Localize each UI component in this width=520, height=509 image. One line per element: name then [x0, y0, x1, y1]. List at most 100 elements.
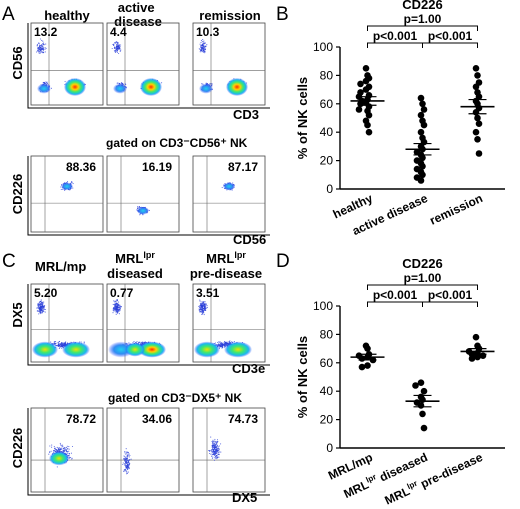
- c-top-percent-1: 0.77: [110, 286, 134, 300]
- chart-b-ytick-label-20: 20: [320, 154, 334, 168]
- chart-b-pvalue-0: p<0.001: [373, 29, 418, 43]
- panel-letter-a: A: [2, 4, 15, 25]
- chart-d-point-1-7: [419, 410, 426, 418]
- chart-b-point-0-17: [365, 111, 373, 119]
- c-top-percent-2: 3.51: [196, 286, 220, 300]
- chart-b-pvalue-2: p=1.00: [404, 12, 442, 26]
- a-col-label-active-l2: disease: [114, 14, 162, 29]
- a-top-nk-dots-1: [111, 41, 122, 55]
- chart-b-category-2: remission: [427, 191, 484, 228]
- chart-d-point-2-6: [479, 352, 487, 360]
- chart-d-point-0-5: [358, 355, 366, 362]
- c-bottom-percent-0: 78.72: [66, 412, 96, 426]
- chart-d-pvalue-1: p<0.001: [428, 288, 473, 302]
- chart-b-point-1-19: [419, 171, 426, 179]
- a-top-blob-low-0: [37, 83, 51, 94]
- a-top-blob-0: [64, 77, 86, 96]
- c-bottom-xlabel: DX5: [232, 490, 257, 505]
- c-bottom-plot-1-frame: [106, 407, 180, 493]
- chart-d-point-2-8: [468, 355, 476, 362]
- c-col-label-diseased-line2: diseased: [107, 266, 163, 281]
- a-bottom-ylabel: CD226: [10, 174, 25, 214]
- chart-b-point-1-1: [419, 100, 426, 108]
- c-bottom-blob-0: [49, 451, 69, 466]
- chart-d-point-1-2: [420, 387, 428, 395]
- chart-b-ytick-label-80: 80: [320, 68, 334, 82]
- a-bottom-plot-2-frame: [192, 155, 266, 233]
- chart-b-point-0-20: [365, 128, 373, 136]
- chart-d-ytick-label-100: 100: [313, 299, 333, 313]
- a-bottom-axis: [27, 156, 270, 236]
- c-top-flow-plots: 5.20 0.77 3.51: [30, 283, 266, 363]
- chart-b-ytick-label-40: 40: [320, 125, 334, 139]
- c-top-nk-dots-1: [112, 299, 122, 315]
- a-top-nk-dots-0: [35, 38, 47, 55]
- a-top-flow-plots: 13.2 4.4 10.3: [30, 22, 266, 106]
- a-top-percent-1: 4.4: [110, 25, 127, 39]
- c-top-percent-0: 5.20: [34, 286, 58, 300]
- a-bottom-blob-1: [137, 206, 149, 215]
- c-bottom-axis: [27, 408, 270, 496]
- chart-b-bracket-0: [367, 42, 423, 48]
- chart-b-point-2-0: [472, 65, 480, 72]
- chart-b: CD226 0 20 40 60 80 100 % of NK cells p<0.001 p<0…: [295, 0, 505, 238]
- chart-d-title: CD226: [402, 256, 442, 271]
- chart-d-point-0-8: [358, 363, 366, 371]
- chart-d-pvalue-0: p<0.001: [373, 288, 418, 302]
- c-col-label-predisease-line2: pre-disease: [190, 266, 262, 281]
- a-bottom-plot-0-frame: [30, 155, 104, 233]
- chart-b-point-1-2: [420, 106, 428, 113]
- chart-b-point-0-15: [355, 106, 363, 113]
- chart-b-point-1-21: [417, 177, 425, 184]
- chart-b-bracket-2: [367, 25, 478, 31]
- a-top-blob-low-2: [199, 83, 213, 94]
- c-bottom-dots-1: [122, 448, 132, 475]
- a-top-blob-2: [226, 77, 248, 96]
- chart-d-ylabel: % of NK cells: [295, 336, 310, 418]
- chart-b-point-2-9: [472, 109, 480, 116]
- a-top-plot-1-frame: [106, 22, 180, 106]
- a-bottom-percent-2: 87.17: [228, 160, 258, 174]
- chart-b-point-0-0: [362, 65, 370, 72]
- chart-b-point-1-0: [417, 94, 425, 102]
- chart-d-point-1-8: [420, 424, 428, 432]
- c-col-label-diseased: MRLlpr: [115, 250, 155, 266]
- a-col-label-healthy: healthy: [44, 8, 90, 23]
- chart-d-point-0-1: [364, 345, 371, 352]
- c-top-blob-b-1: [138, 341, 166, 358]
- a-top-axis: [27, 23, 270, 109]
- c-col-label-predisease-sup: lpr: [234, 250, 246, 260]
- chart-b-point-1-13: [419, 154, 426, 162]
- c-top-plot-1-frame: [106, 283, 180, 363]
- c-bottom-flow-plots: 78.72 34.06 74.73: [30, 407, 266, 493]
- chart-b-point-0-3: [362, 77, 370, 85]
- chart-d-point-1-6: [417, 402, 425, 409]
- chart-b-pvalue-1: p<0.001: [428, 29, 473, 43]
- chart-b-point-2-1: [474, 72, 481, 79]
- c-top-blob-a-0: [32, 341, 58, 358]
- a-bottom-xlabel: CD56: [233, 232, 266, 247]
- a-col-label-remission: remission: [199, 8, 260, 23]
- a-bottom-percent-0: 88.36: [66, 160, 96, 174]
- panel-letter-b: B: [276, 4, 289, 25]
- c-bottom-percent-2: 74.73: [228, 412, 258, 426]
- chart-b-point-0-19: [364, 121, 371, 129]
- c-top-nk-dots-2: [198, 299, 208, 316]
- chart-d-bracket-2: [367, 284, 478, 290]
- a-bottom-blob-2: [223, 182, 235, 191]
- a-top-percent-0: 13.2: [34, 25, 58, 39]
- chart-b-title: CD226: [402, 0, 442, 12]
- chart-d-point-2-0: [472, 333, 480, 341]
- c-top-plot-2-frame: [192, 283, 266, 363]
- chart-b-point-2-14: [475, 150, 483, 157]
- chart-b-point-1-5: [420, 121, 428, 129]
- chart-b-point-2-10: [474, 114, 481, 122]
- a-top-plot-0-frame: [30, 22, 104, 106]
- chart-d-pvalue-2: p=1.00: [404, 271, 442, 285]
- chart-d-ytick-label-40: 40: [320, 384, 334, 398]
- chart-d-bracket-0: [367, 301, 423, 307]
- chart-d-category-2-sup: lpr: [406, 479, 419, 491]
- chart-d-category-1-sup: lpr: [365, 472, 378, 484]
- chart-d-point-1-0: [417, 379, 425, 387]
